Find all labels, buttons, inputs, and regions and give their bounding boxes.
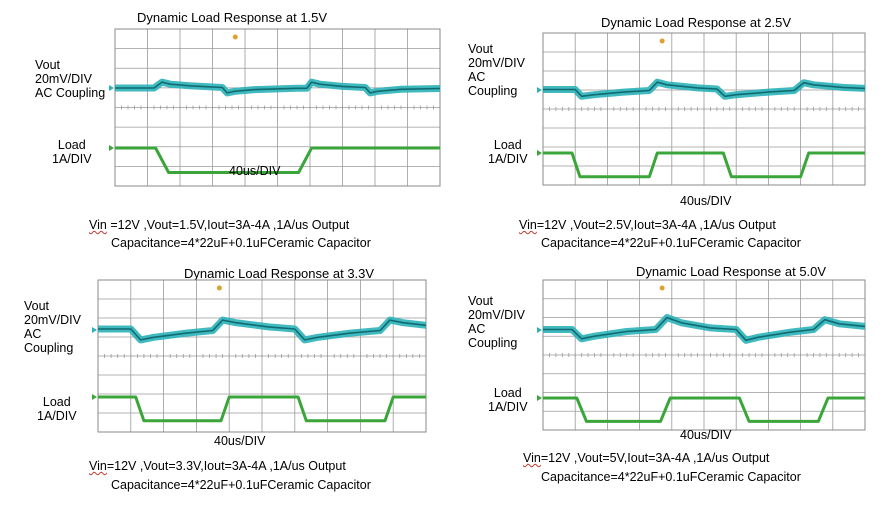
load-label-line: Load [42, 395, 71, 409]
vout-trace-core [543, 316, 866, 342]
caption-line-2: Capacitance=4*22uF+0.1uFCeramic Capacito… [541, 236, 801, 250]
load-label-line: 1A/DIV [37, 409, 77, 423]
vout-label: Vout 20mV/DIV AC Coupling [468, 42, 525, 98]
caption-line-1: Vin=12V ,Vout=5V,Iout=3A-4A ,1A/us Outpu… [523, 451, 769, 465]
load-label: Load 1A/DIV [488, 386, 528, 414]
vout-label: Vout 20mV/DIV AC Coupling [35, 58, 105, 100]
caption-line-2: Capacitance=4*22uF+0.1uFCeramic Capacito… [541, 470, 801, 484]
chart-panel-2: Dynamic Load Response at 2.5V Vout 20mV/… [0, 0, 866, 257]
vout-label: Vout 20mV/DIV AC Coupling [24, 299, 81, 355]
caption-text: =12V ,Vout=2.5V,Iout=3A-4A ,1A/us Output [536, 218, 776, 232]
load-channel-marker [537, 395, 542, 401]
vout-trace-core [115, 81, 441, 94]
chart-panel-1: Dynamic Load Response at 1.5V Vout 20mV/… [0, 0, 441, 257]
load-trace [115, 146, 440, 174]
scope-frame [542, 279, 866, 431]
scope-screen [92, 279, 427, 433]
chart-panel-3: Dynamic Load Response at 3.3V Vout 20mV/… [0, 0, 440, 492]
scope-screen [537, 32, 866, 186]
chart-title: Dynamic Load Response at 2.5V [601, 15, 792, 30]
caption-vin: Vin [89, 459, 107, 473]
time-division-label: 40us/DIV [229, 164, 281, 178]
chart-title: Dynamic Load Response at 5.0V [636, 264, 827, 279]
caption-text: =12V ,Vout=5V,Iout=3A-4A ,1A/us Output [540, 451, 770, 465]
load-label-line: 1A/DIV [488, 400, 528, 414]
vout-trace-core [98, 319, 427, 341]
load-label-line: Load [57, 138, 86, 152]
load-trace [543, 151, 865, 179]
time-division-label: 40us/DIV [680, 194, 732, 208]
time-division-label: 40us/DIV [680, 428, 732, 442]
load-label-line: Load [493, 138, 522, 152]
scope-frame [114, 28, 441, 187]
scope-screen [537, 279, 866, 431]
vout-label-line: AC [468, 70, 486, 84]
chart-title: Dynamic Load Response at 1.5V [137, 10, 328, 25]
load-label: Load 1A/DIV [488, 138, 528, 166]
vout-label-line: AC [468, 322, 486, 336]
vout-label-line: AC Coupling [35, 86, 106, 100]
caption-vin: Vin [89, 218, 107, 232]
vout-label: Vout 20mV/DIV AC Coupling [468, 294, 525, 350]
scope-frame [542, 32, 866, 186]
scope-frame [97, 279, 427, 433]
vout-channel-marker [109, 85, 114, 91]
vout-label-line: Coupling [468, 84, 518, 98]
load-label: Load 1A/DIV [52, 138, 92, 166]
vout-label-line: 20mV/DIV [35, 72, 92, 86]
caption-vin: Vin [519, 218, 537, 232]
caption-text: =12V ,Vout=3.3V,Iout=3A-4A ,1A/us Output [106, 459, 346, 473]
vout-trace-core [543, 81, 866, 98]
chart-panel-4: Dynamic Load Response at 5.0V Vout 20mV/… [0, 0, 866, 484]
vout-label-line: Vout [468, 294, 494, 308]
caption-text: =12V ,Vout=1.5V,Iout=3A-4A ,1A/us Output [106, 218, 350, 232]
vout-label-line: Vout [468, 42, 494, 56]
caption-line-2: Capacitance=4*22uF+0.1uFCeramic Capacito… [111, 236, 371, 250]
load-label: Load 1A/DIV [37, 395, 77, 423]
vout-label-line: Vout [24, 299, 50, 313]
vout-label-line: 20mV/DIV [468, 308, 525, 322]
vout-label-line: AC [24, 327, 42, 341]
vout-label-line: Coupling [24, 341, 74, 355]
load-label-line: 1A/DIV [52, 152, 92, 166]
load-channel-marker [92, 394, 97, 400]
caption-line-1: Vin=12V ,Vout=2.5V,Iout=3A-4A ,1A/us Out… [519, 218, 776, 232]
scope-screen [109, 28, 441, 187]
vout-label-line: Coupling [468, 336, 518, 350]
time-division-label: 40us/DIV [214, 434, 266, 448]
vout-label-line: Vout [35, 58, 61, 72]
load-trace [98, 395, 426, 423]
caption-line-2: Capacitance=4*22uF+0.1uFCeramic Capacito… [111, 478, 371, 492]
vout-label-line: 20mV/DIV [468, 56, 525, 70]
load-label-line: Load [493, 386, 522, 400]
load-channel-marker [537, 150, 542, 156]
chart-title: Dynamic Load Response at 3.3V [184, 266, 375, 281]
caption-vin: Vin [523, 451, 541, 465]
vout-channel-marker [537, 327, 542, 333]
trigger-marker [216, 285, 222, 291]
caption-line-1: Vin =12V ,Vout=1.5V,Iout=3A-4A ,1A/us Ou… [89, 218, 349, 232]
load-label-line: 1A/DIV [488, 152, 528, 166]
vout-channel-marker [537, 87, 542, 93]
caption-line-1: Vin=12V ,Vout=3.3V,Iout=3A-4A ,1A/us Out… [89, 459, 346, 473]
vout-channel-marker [92, 327, 97, 333]
load-channel-marker [109, 145, 114, 151]
trigger-marker [659, 38, 665, 44]
trigger-marker [659, 285, 665, 291]
vout-label-line: 20mV/DIV [24, 313, 81, 327]
trigger-marker [232, 34, 238, 40]
load-trace [543, 396, 865, 423]
